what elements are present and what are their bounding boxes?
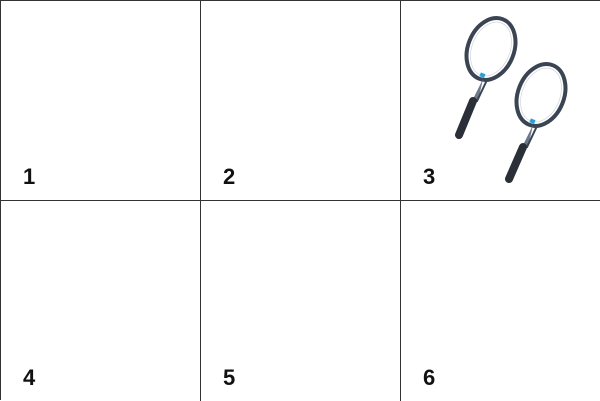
tennis-racket-icon bbox=[505, 62, 568, 183]
tennis-racket-icon bbox=[455, 16, 518, 139]
grid-cell-4[interactable]: 4 bbox=[1, 201, 201, 401]
cell-number: 1 bbox=[23, 164, 36, 189]
cell-number: 6 bbox=[423, 365, 436, 390]
cell-number: 4 bbox=[23, 365, 36, 390]
grid-cell-1[interactable]: 1 bbox=[1, 1, 201, 201]
grid-cell-2[interactable]: 2 bbox=[201, 1, 401, 201]
grid-cell-3[interactable]: 3 bbox=[401, 1, 600, 201]
grid-cell-5[interactable]: 5 bbox=[201, 201, 401, 401]
cell-number: 2 bbox=[223, 164, 236, 189]
grid-cell-6[interactable]: 6 bbox=[401, 201, 600, 401]
cell-number: 3 bbox=[423, 164, 436, 189]
tennis-rackets-image bbox=[455, 16, 568, 183]
cell-number: 5 bbox=[223, 365, 236, 390]
